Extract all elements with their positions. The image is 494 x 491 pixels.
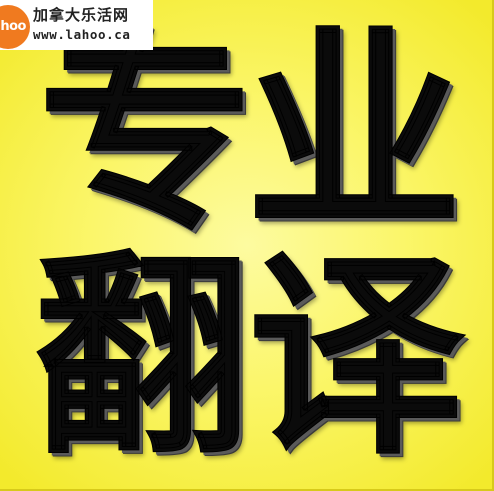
headline-char-1: 专: [38, 8, 255, 259]
watermark-site-name: 加拿大乐活网: [33, 6, 130, 24]
headline-char-2: 业: [246, 8, 463, 259]
headline-char-4: 译: [248, 232, 465, 483]
lahoo-logo-icon: lahoo: [0, 5, 30, 49]
watermark-url: www.lahoo.ca: [33, 27, 131, 42]
headline-char-3: 翻: [34, 232, 251, 483]
frame-edge-bottom: [0, 489, 494, 491]
site-watermark: lahoo 加拿大乐活网 www.lahoo.ca: [0, 0, 153, 50]
frame-edge-right: [492, 0, 494, 491]
